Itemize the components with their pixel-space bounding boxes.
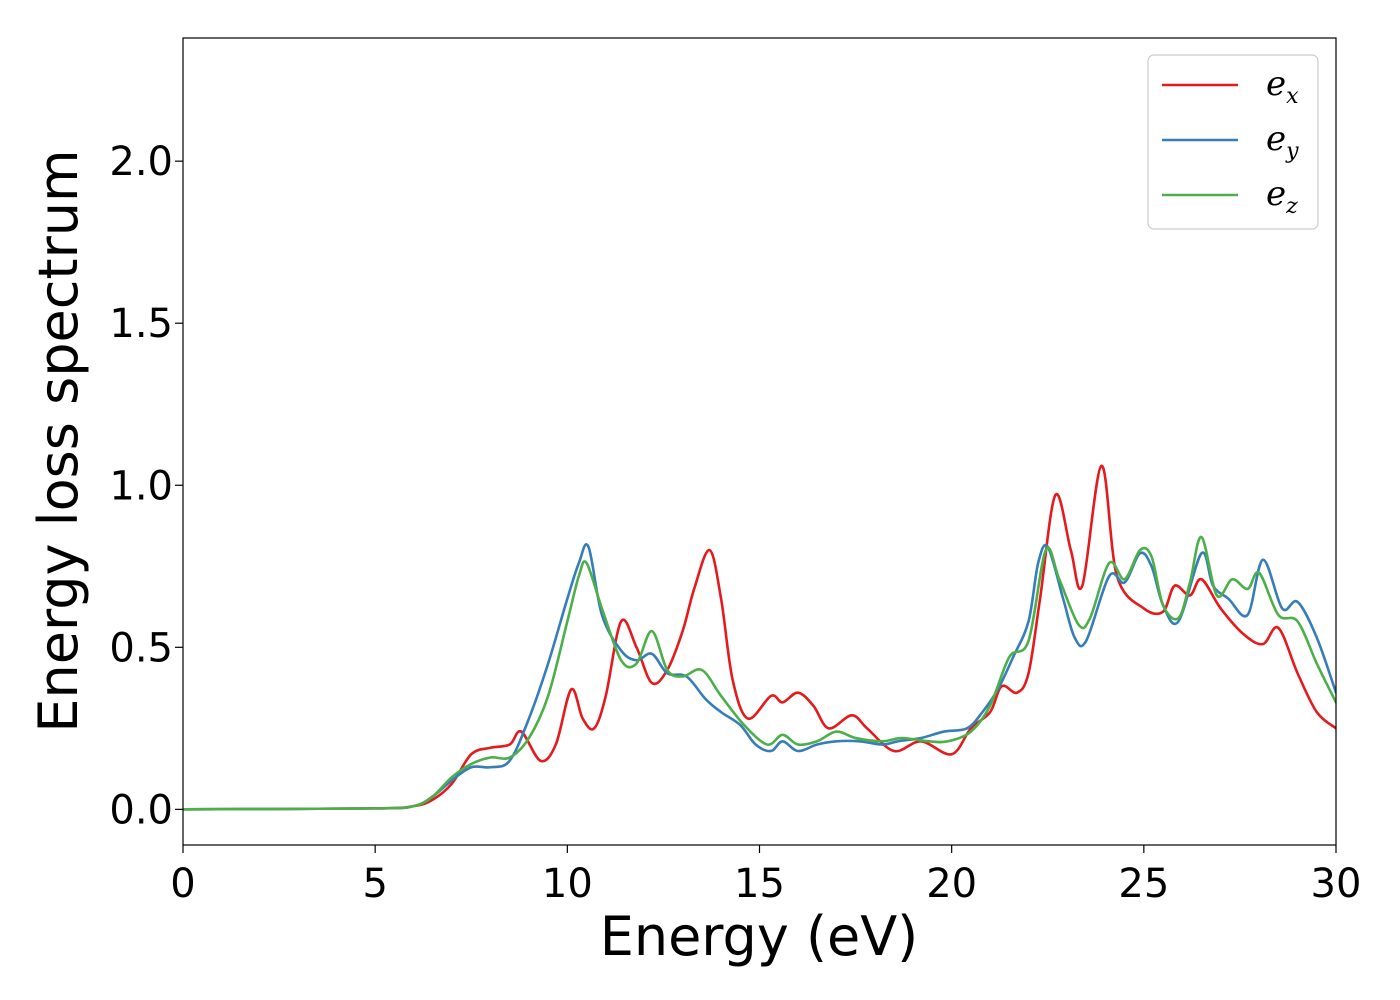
legend-label-base: e <box>1266 64 1286 104</box>
y-tick-label: 0.0 <box>109 787 173 833</box>
legend-label-x: ex <box>1266 64 1299 109</box>
legend-box <box>1147 54 1319 230</box>
y-tick-label: 0.5 <box>109 625 173 671</box>
legend-label-z: ez <box>1266 174 1298 219</box>
x-axis-title: Energy (eV) <box>600 905 919 968</box>
y-tick-label: 2.0 <box>109 139 173 185</box>
x-tick-label: 10 <box>542 861 593 907</box>
x-tick-label: 25 <box>1118 861 1169 907</box>
y-axis-title: Energy loss spectrum <box>27 149 90 732</box>
legend-label-y: ey <box>1266 119 1299 164</box>
x-tick-label: 0 <box>170 861 195 907</box>
series-layer <box>183 464 1336 811</box>
legend-label-base: e <box>1266 174 1286 214</box>
x-tick-label: 15 <box>734 861 785 907</box>
x-tick-label: 5 <box>362 861 387 907</box>
series-line-y <box>183 543 1336 811</box>
x-tick-label: 30 <box>1311 861 1362 907</box>
legend-label-subscript: x <box>1286 84 1299 109</box>
legend-label-base: e <box>1266 119 1286 159</box>
series-line-x <box>183 464 1336 811</box>
x-tick-label: 20 <box>926 861 977 907</box>
tick-layer: 0 5 10 15 20 25 30 0.0 0.5 1.0 1.5 2.0 <box>109 139 1361 907</box>
legend-label-subscript: z <box>1285 194 1298 219</box>
legend-label-subscript: y <box>1285 139 1299 164</box>
y-tick-label: 1.5 <box>109 301 173 347</box>
series-line-z <box>183 535 1336 811</box>
y-tick-label: 1.0 <box>109 463 173 509</box>
